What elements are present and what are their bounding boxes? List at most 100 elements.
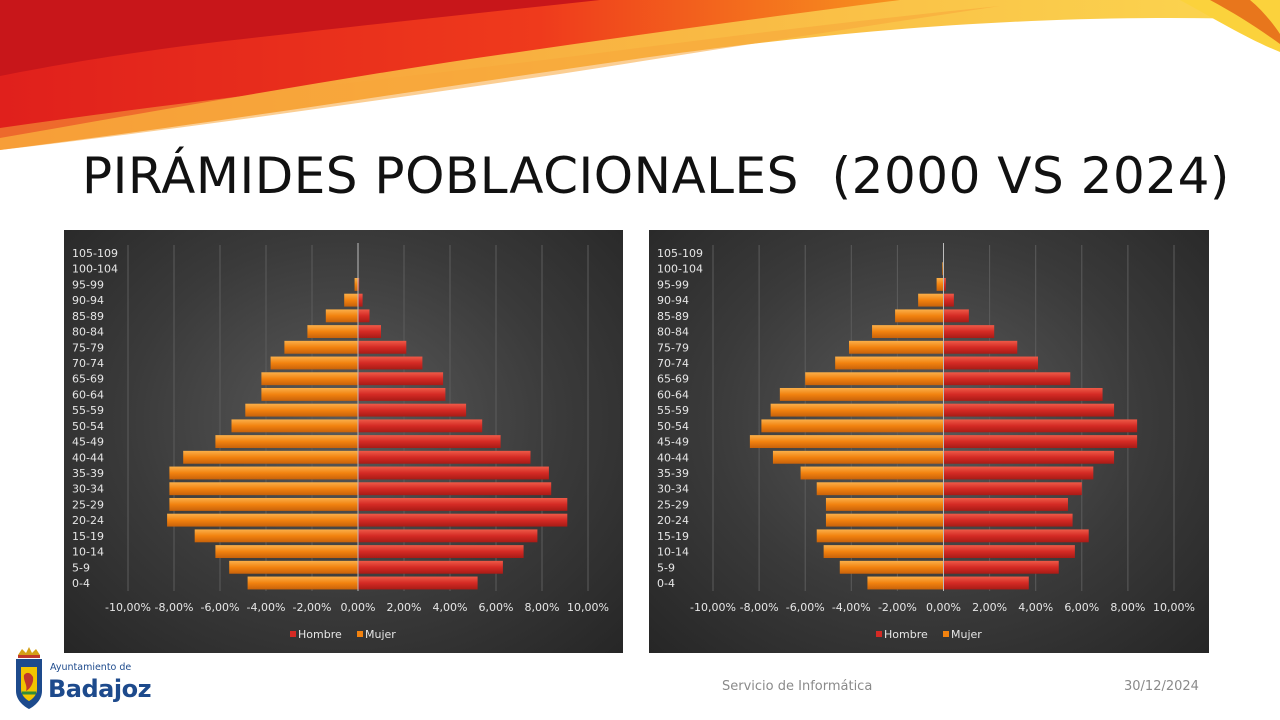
bar-hombre-15-19 <box>358 529 538 543</box>
population-pyramid-2000: -10,00% -8,00% -6,00% -4,00% -2,00% 0,00% 2,00… <box>64 230 623 653</box>
bar-hombre-65-69 <box>943 372 1071 386</box>
bar-hombre-0-4 <box>943 576 1029 590</box>
category-label: 90-94 <box>657 294 689 307</box>
bar-hombre-70-74 <box>943 356 1039 370</box>
x-tick-label: -2,00% <box>293 601 332 614</box>
x-tick-label: -8,00% <box>155 601 194 614</box>
category-label: 20-24 <box>72 514 104 527</box>
legend-swatch-mujer <box>357 631 363 637</box>
bar-mujer-25-29 <box>825 497 944 511</box>
category-label: 30-34 <box>72 483 104 496</box>
category-label: 5-9 <box>72 561 90 574</box>
bar-mujer-40-44 <box>183 450 358 464</box>
x-tick-label: 10,00% <box>567 601 609 614</box>
bar-mujer-5-9 <box>839 560 944 574</box>
bar-mujer-95-99 <box>936 277 944 291</box>
bar-hombre-40-44 <box>943 450 1115 464</box>
x-tick-label: 4,00% <box>433 601 468 614</box>
category-label: 15-19 <box>657 530 689 543</box>
category-label: 65-69 <box>72 373 104 386</box>
bar-hombre-35-39 <box>943 466 1094 480</box>
bar-mujer-65-69 <box>261 372 358 386</box>
bar-hombre-25-29 <box>943 497 1068 511</box>
category-label: 45-49 <box>657 436 689 449</box>
bar-hombre-60-64 <box>943 387 1103 401</box>
category-label: 45-49 <box>72 436 104 449</box>
footer-date: 30/12/2024 <box>1124 679 1199 694</box>
category-label: 105-109 <box>72 247 118 260</box>
category-label: 100-104 <box>72 263 118 276</box>
bar-mujer-0-4 <box>867 576 944 590</box>
legend: Hombre Mujer <box>290 628 396 641</box>
bar-hombre-85-89 <box>358 309 370 323</box>
bar-mujer-85-89 <box>895 309 944 323</box>
category-label: 25-29 <box>657 498 689 511</box>
bar-hombre-0-4 <box>358 576 478 590</box>
bar-mujer-95-99 <box>354 277 358 291</box>
bar-hombre-90-94 <box>358 293 363 307</box>
bar-hombre-10-14 <box>943 545 1075 559</box>
bar-mujer-100-104 <box>942 262 944 276</box>
x-tick-label: -10,00% <box>690 601 736 614</box>
bar-mujer-30-34 <box>816 482 944 496</box>
bar-hombre-70-74 <box>358 356 423 370</box>
bar-mujer-20-24 <box>825 513 944 527</box>
slide-title: PIRÁMIDES POBLACIONALES (2000 VS 2024) <box>82 147 1230 205</box>
bar-mujer-65-69 <box>805 372 944 386</box>
bar-mujer-25-29 <box>169 497 358 511</box>
category-label: 85-89 <box>657 310 689 323</box>
x-tick-label: -4,00% <box>832 601 871 614</box>
chart-svg-left: -10,00% -8,00% -6,00% -4,00% -2,00% 0,00% 2,00… <box>72 243 609 641</box>
bar-hombre-5-9 <box>358 560 503 574</box>
footer-department: Servicio de Informática <box>722 679 873 694</box>
category-label: 10-14 <box>657 546 689 559</box>
bar-hombre-25-29 <box>358 497 568 511</box>
category-label: 75-79 <box>72 341 104 354</box>
category-label: 60-64 <box>72 388 104 401</box>
bar-hombre-50-54 <box>943 419 1138 433</box>
x-tick-label: -6,00% <box>201 601 240 614</box>
bar-hombre-55-59 <box>943 403 1115 417</box>
bar-hombre-30-34 <box>943 482 1082 496</box>
category-label: 105-109 <box>657 247 703 260</box>
x-tick-label: -4,00% <box>247 601 286 614</box>
category-label: 20-24 <box>657 514 689 527</box>
bar-mujer-0-4 <box>247 576 358 590</box>
legend-swatch-mujer <box>943 631 949 637</box>
bar-hombre-20-24 <box>943 513 1073 527</box>
category-label: 55-59 <box>657 404 689 417</box>
legend-label-mujer: Mujer <box>951 628 982 641</box>
bar-hombre-90-94 <box>943 293 954 307</box>
x-tick-label: -6,00% <box>786 601 825 614</box>
x-tick-label: 6,00% <box>479 601 514 614</box>
category-label: 5-9 <box>657 561 675 574</box>
x-tick-label: -10,00% <box>105 601 151 614</box>
bar-mujer-10-14 <box>823 545 944 559</box>
category-label: 85-89 <box>72 310 104 323</box>
bar-hombre-50-54 <box>358 419 483 433</box>
bar-hombre-10-14 <box>358 545 524 559</box>
bar-hombre-95-99 <box>358 277 360 291</box>
bar-hombre-45-49 <box>358 435 501 449</box>
bar-hombre-35-39 <box>358 466 549 480</box>
category-label: 40-44 <box>72 451 104 464</box>
logo-caption-big: Badajoz <box>48 675 152 703</box>
category-label: 40-44 <box>657 451 689 464</box>
x-tick-label: -8,00% <box>740 601 779 614</box>
bar-mujer-70-74 <box>835 356 944 370</box>
bar-hombre-60-64 <box>358 387 446 401</box>
badajoz-coat-of-arms-icon <box>16 647 42 709</box>
category-label: 90-94 <box>72 294 104 307</box>
bar-mujer-40-44 <box>772 450 944 464</box>
legend-swatch-hombre <box>876 631 882 637</box>
category-label: 70-74 <box>657 357 689 370</box>
bar-mujer-35-39 <box>800 466 944 480</box>
bar-mujer-50-54 <box>231 419 358 433</box>
category-label: 50-54 <box>72 420 104 433</box>
bar-mujer-75-79 <box>848 340 944 354</box>
bar-hombre-95-99 <box>943 277 946 291</box>
bar-mujer-30-34 <box>169 482 358 496</box>
bar-hombre-80-84 <box>943 325 995 339</box>
bar-hombre-40-44 <box>358 450 531 464</box>
bar-mujer-50-54 <box>761 419 944 433</box>
